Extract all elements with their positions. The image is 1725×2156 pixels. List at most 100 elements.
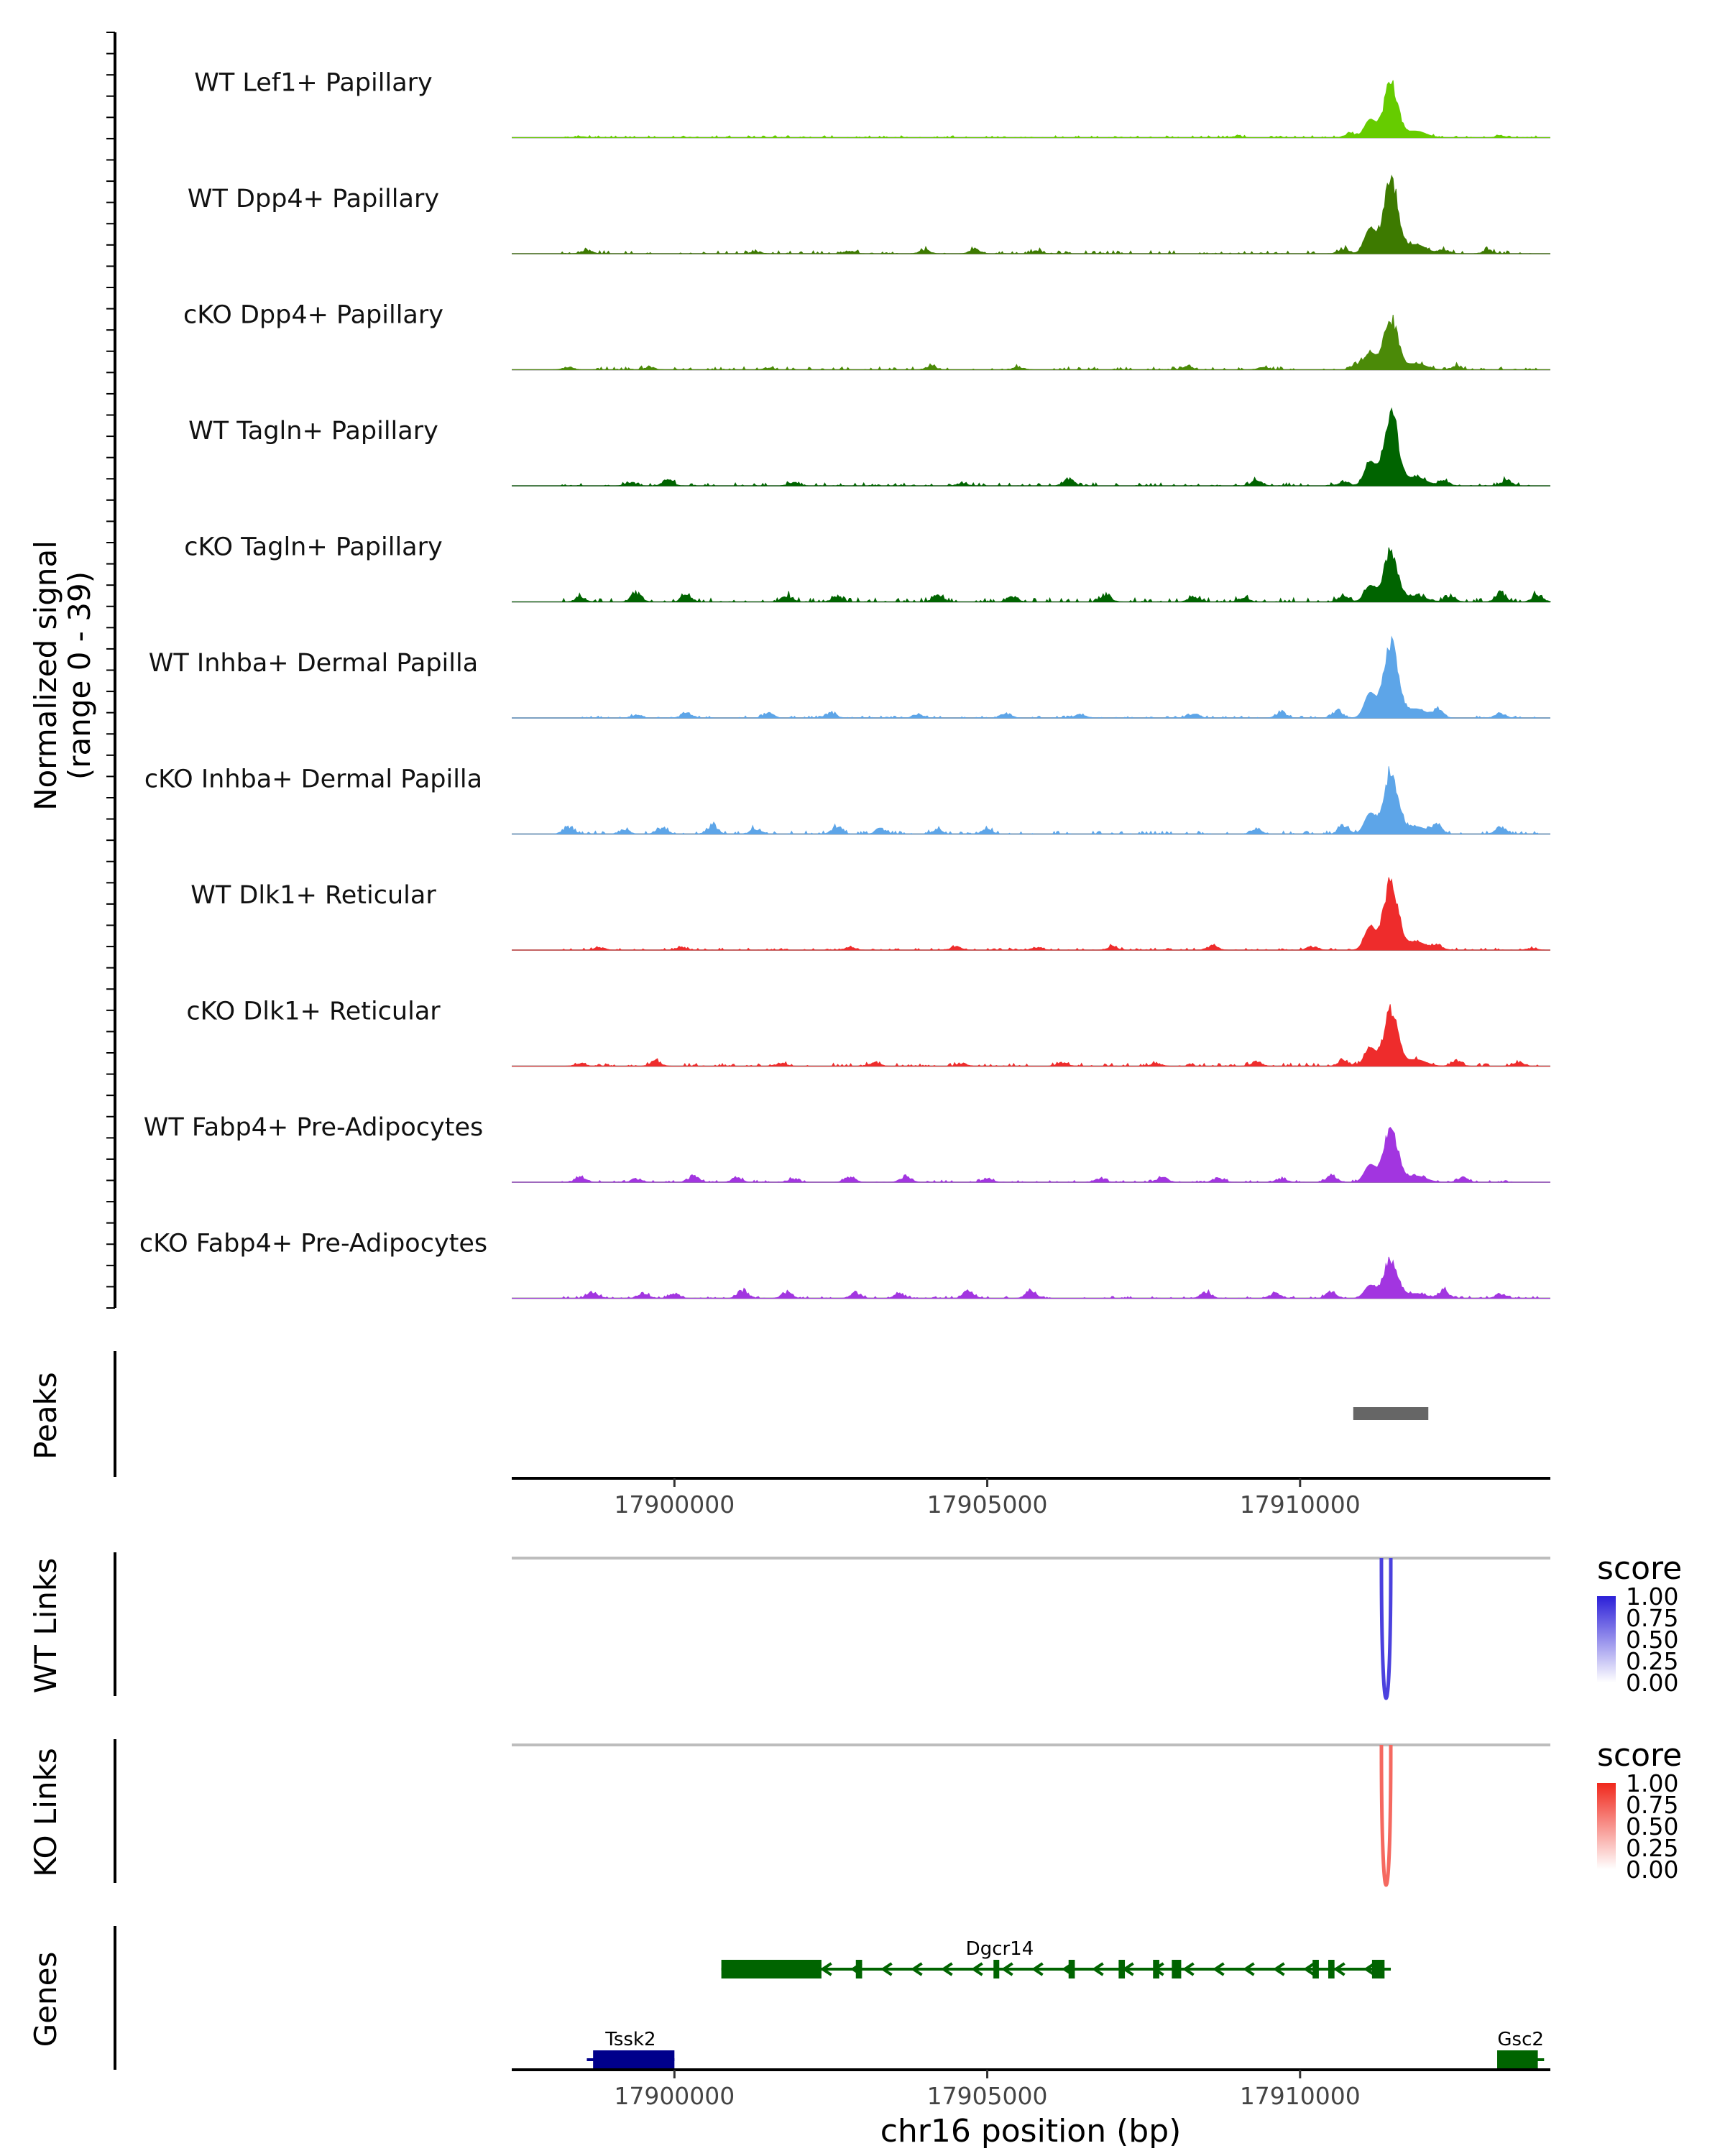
x-axis-title: chr16 position (bp) [880,2113,1182,2150]
peak-regions [1353,1407,1429,1420]
gene-label: Tssk2 [604,2029,656,2050]
legend-tick-label: 0.50 [1626,1812,1678,1841]
gene-exon [1068,1960,1075,1978]
link-arc [1379,1557,1393,1700]
x-axis-tick-label: 17905000 [927,2082,1048,2110]
track-label: WT Inhba+ Dermal Papilla [149,649,478,678]
strand-arrow [1273,1962,1285,1976]
legend-tick-label: 0.75 [1626,1791,1678,1819]
coverage-track: WT Dpp4+ Papillary [188,174,1550,254]
legend-title: score [1597,1737,1682,1774]
gene-model: Dgcr14 [721,1938,1392,1978]
coverage-area [512,1004,1550,1067]
gene-model: Tssk2 [586,2029,675,2069]
strand-arrow [880,1962,893,1976]
legend-tick-label: 0.00 [1626,1669,1678,1697]
link-arc [1379,1744,1393,1887]
gene-label: Gsc2 [1497,2029,1544,2050]
gene-models: Dgcr14 Tssk2 Gsc2 [586,1938,1545,2069]
coverage-area [512,635,1550,719]
signal-axis-label: Normalized signal [28,540,63,811]
genes-axis-label: Genes [28,1952,63,2047]
legend-tick-label: 1.00 [1626,1583,1678,1611]
track-label: WT Dpp4+ Papillary [188,185,439,213]
x-axis-tick-label: 17910000 [1240,1491,1361,1519]
strand-arrow [1363,1962,1376,1976]
x-axis-tick-label: 17910000 [1240,2082,1361,2110]
coverage-track: WT Dlk1+ Reticular [190,877,1550,951]
strand-arrow [971,1962,983,1976]
coverage-area [512,315,1550,371]
gene-exon [1118,1960,1126,1978]
signal-axis-range-label: (range 0 - 39) [62,571,97,780]
strand-arrow [1031,1962,1044,1976]
strand-arrow [1001,1962,1013,1976]
x-axis-tick-label: 17900000 [614,1491,735,1519]
strand-arrow [1333,1962,1346,1976]
track-label: cKO Inhba+ Dermal Papilla [144,765,482,794]
gene-exon [721,1960,822,1978]
gene-exon [1312,1960,1319,1978]
gene-exon [1328,1960,1335,1978]
strand-arrow [911,1962,923,1976]
track-label: WT Tagln+ Papillary [188,417,438,446]
coverage-track: WT Tagln+ Papillary [188,407,1550,487]
coverage-area [512,1256,1550,1299]
track-label: cKO Dpp4+ Papillary [183,301,443,330]
legend-tick-label: 0.50 [1626,1626,1678,1654]
legend-tick-label: 0.75 [1626,1604,1678,1632]
strand-arrow [1182,1962,1195,1976]
legend-tick-label: 1.00 [1626,1769,1678,1797]
strand-arrow [1243,1962,1255,1976]
x-axis-tick-label: 17905000 [927,1491,1048,1519]
signal-tracks-panel: Normalized signal (range 0 - 39) WT Lef1… [28,32,1551,1309]
gene-exon [855,1960,862,1978]
strand-arrow [1092,1962,1104,1976]
legend-tick-label: 0.25 [1626,1834,1678,1862]
coverage-track: WT Fabp4+ Pre-Adipocytes [144,1113,1550,1183]
track-label: cKO Tagln+ Papillary [184,533,443,562]
coverage-track: cKO Tagln+ Papillary [184,533,1551,603]
coverage-area [512,1126,1550,1183]
peaks-axis-label: Peaks [28,1372,63,1460]
legend-colorbar [1597,1783,1616,1869]
x-axis-tick-label: 17900000 [614,2082,735,2110]
gene-exon [593,2050,675,2069]
strand-arrow [1303,1962,1315,1976]
track-label: WT Lef1+ Papillary [194,69,433,98]
peak-region [1353,1407,1429,1420]
coverage-track: WT Inhba+ Dermal Papilla [149,635,1550,719]
strand-arrow [941,1962,953,1976]
wt-links-axis-label: WT Links [28,1558,63,1693]
coverage-area [512,547,1551,603]
track-label: cKO Fabp4+ Pre-Adipocytes [139,1230,487,1258]
coverage-area [512,407,1550,487]
gene-exon [1172,1960,1182,1978]
coverage-track: cKO Dpp4+ Papillary [183,301,1550,371]
legend-tick-label: 0.25 [1626,1647,1678,1675]
ko-links-axis-label: KO Links [28,1748,63,1877]
ko-links [1379,1744,1393,1887]
signal-tracks: WT Lef1+ Papillary WT Dpp4+ Papillary cKO … [139,69,1551,1299]
gene-exon [1497,2050,1538,2069]
signal-axis-ticks [106,32,116,1309]
track-label: WT Fabp4+ Pre-Adipocytes [144,1113,483,1142]
wt-links [1379,1557,1393,1700]
peaks-panel: Peaks 17900000 17905000 17910000 [28,1351,1550,1519]
legend-tick-label: 0.00 [1626,1856,1678,1884]
coverage-track: cKO Fabp4+ Pre-Adipocytes [139,1230,1550,1299]
genes-x-axis-ticks: 17900000 17905000 17910000 [614,2070,1361,2110]
legend-colorbar [1597,1596,1616,1682]
gene-exon [1371,1960,1385,1978]
strand-arrow [820,1962,832,1976]
coverage-track: cKO Inhba+ Dermal Papilla [144,765,1550,835]
coverage-track: WT Lef1+ Papillary [194,69,1550,139]
coverage-area [512,80,1550,139]
gene-model: Gsc2 [1497,2029,1545,2069]
coverage-track: cKO Dlk1+ Reticular [186,998,1550,1067]
